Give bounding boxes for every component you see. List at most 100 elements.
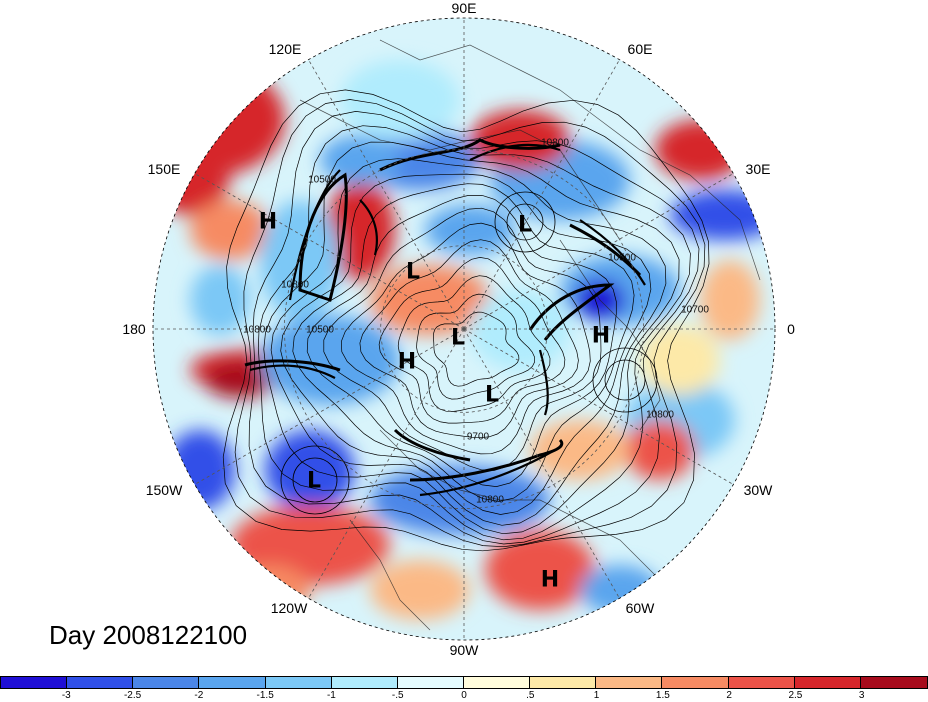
- contour-value-label: 9700: [466, 431, 490, 443]
- contour-value-label: 10500: [608, 252, 636, 264]
- meridian: [463, 173, 734, 330]
- height-contour: [306, 194, 617, 487]
- jet-contour: [419, 449, 556, 497]
- anomaly-shading: [320, 135, 400, 185]
- jet-contour: [538, 349, 549, 416]
- height-contour: [270, 158, 667, 526]
- colorbar-segment: [265, 677, 332, 688]
- coastline: [299, 99, 621, 241]
- height-contour: [257, 125, 691, 541]
- height-contour: [323, 207, 602, 471]
- map-boundary: [152, 17, 776, 641]
- colorbar-segment: [596, 677, 663, 688]
- colorbar-segment: [331, 677, 398, 688]
- anomaly-shading: [370, 265, 490, 335]
- high-pressure-marker: H: [591, 323, 611, 349]
- meridian: [194, 328, 465, 485]
- anomaly-shading: [625, 420, 695, 480]
- colorbar-segment: [397, 677, 464, 688]
- parallel: [284, 149, 644, 509]
- anomaly-shading: [340, 60, 460, 140]
- meridian: [308, 59, 465, 330]
- longitude-label: 60E: [627, 41, 653, 57]
- jet-contour: [249, 364, 336, 379]
- colorbar-tick-label: 2: [726, 690, 732, 701]
- jet-contour: [528, 283, 615, 341]
- meridian: [463, 328, 620, 599]
- low-pressure-marker: L: [450, 325, 466, 351]
- colorbar-tick-label: -2.5: [123, 690, 142, 701]
- longitude-label: 120W: [270, 600, 308, 616]
- longitude-label: 150W: [145, 482, 183, 498]
- anomaly-shading: [260, 315, 400, 405]
- meridian: [463, 328, 734, 485]
- jet-contour: [244, 359, 341, 372]
- jet-contour: [469, 143, 561, 161]
- anomaly-shading: [425, 205, 515, 255]
- jet-contour: [579, 219, 646, 286]
- meridian: [308, 328, 465, 599]
- meridian: [194, 173, 465, 330]
- colorbar-segment: [860, 677, 927, 688]
- date-title: Day 2008122100: [49, 620, 248, 650]
- contour-value-label: 10700: [681, 304, 709, 316]
- parallel: [380, 245, 548, 413]
- longitude-label: 30E: [745, 161, 771, 177]
- height-contour: [494, 191, 556, 253]
- colorbar-tick-label: -.5: [391, 690, 404, 701]
- height-contour: [340, 222, 591, 455]
- low-pressure-marker: L: [405, 259, 421, 285]
- jet-contour: [393, 428, 471, 462]
- height-contour: [222, 89, 710, 552]
- longitude-label: 120E: [268, 41, 302, 57]
- anomaly-shading: [260, 200, 340, 320]
- longitude-label: 60W: [625, 600, 655, 616]
- anomaly-shading: [670, 190, 775, 240]
- colorbar-segment: [794, 677, 861, 688]
- longitude-label: 180: [122, 321, 146, 337]
- height-contour: [604, 359, 646, 401]
- coastline: [379, 39, 761, 281]
- colorbar-tick-label: -1: [326, 690, 336, 701]
- low-pressure-marker: L: [306, 468, 322, 494]
- contour-value-label: 10800: [476, 494, 504, 506]
- contour-value-label: 10500: [308, 174, 336, 186]
- colorbar-tick-label: -3: [61, 690, 71, 701]
- colorbar-tick-label: .5: [526, 690, 535, 701]
- jet-contour: [288, 169, 341, 301]
- colorbar-tick-label: -2: [194, 690, 204, 701]
- anomaly-shading: [640, 325, 720, 395]
- anomaly-shading: [325, 180, 395, 280]
- height-contour: [506, 203, 544, 241]
- coastline: [379, 429, 681, 601]
- anomaly-shading: [370, 465, 550, 535]
- anomaly-shading: [190, 200, 270, 260]
- height-contour: [378, 257, 566, 424]
- longitude-label: 90W: [449, 642, 479, 658]
- height-contour: [292, 183, 635, 502]
- contour-value-label: 10800: [243, 324, 271, 336]
- coastline: [559, 239, 661, 431]
- height-contour: [416, 293, 535, 400]
- jet-contour: [379, 138, 561, 172]
- anomaly-shading: [205, 362, 275, 398]
- colorbar-segment: [67, 677, 134, 688]
- high-pressure-marker: H: [397, 349, 417, 375]
- height-contour: [433, 311, 520, 387]
- height-contour: [280, 445, 350, 515]
- anomaly-shading: [700, 260, 760, 340]
- colorbar-tick-label: 1: [593, 690, 600, 701]
- colorbar-segment: [133, 677, 200, 688]
- height-contour: [248, 111, 700, 545]
- coastline: [349, 519, 431, 631]
- contour-value-label: 10800: [281, 279, 309, 291]
- longitude-label: 0: [787, 321, 795, 337]
- longitude-label: 30W: [743, 482, 773, 498]
- low-pressure-marker: L: [517, 212, 533, 238]
- height-contour: [280, 173, 652, 515]
- colorbar-segment: [463, 677, 531, 688]
- contour-value-label: 10500: [306, 324, 334, 336]
- jet-contour: [409, 438, 564, 482]
- anomaly-shading: [655, 120, 745, 180]
